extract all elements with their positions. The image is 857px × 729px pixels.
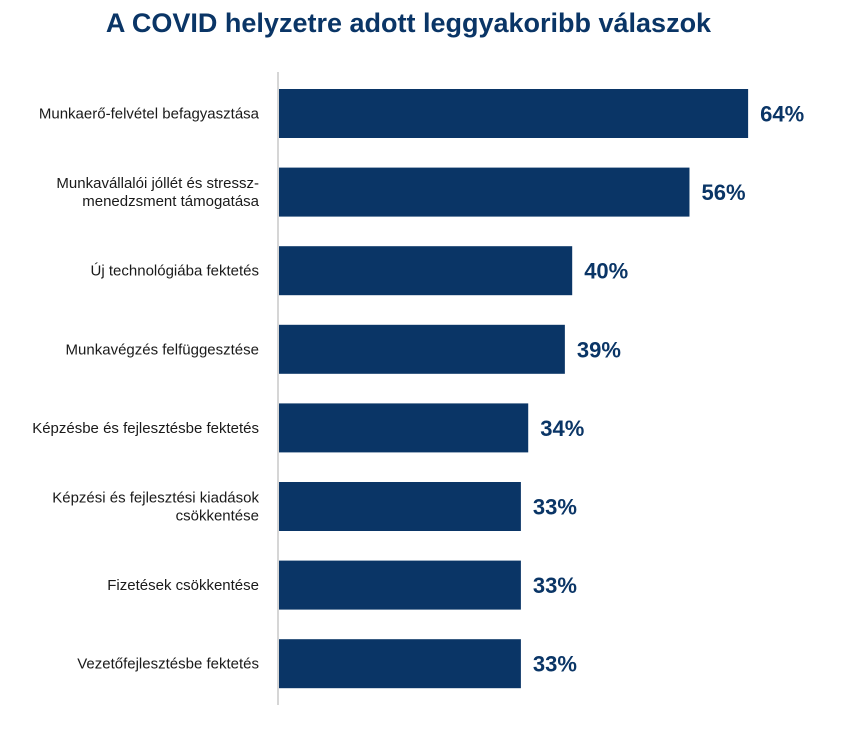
bars-group: 64% Munkaerő-felvétel befagyasztása 56% Mun…	[32, 89, 804, 689]
bar-6	[279, 482, 521, 531]
category-label-5: Képzésbe és fejlesztésbe fektetés	[32, 420, 259, 437]
category-label-1: Munkaerő-felvétel befagyasztása	[39, 106, 260, 123]
category-label-6-line-2: csökkentése	[176, 508, 259, 525]
category-label-3: Új technológiába fektetés	[91, 263, 259, 280]
bar-8	[279, 639, 521, 689]
bar-3	[279, 246, 573, 296]
category-label-6-line-1: Képzési és fejlesztési kiadások	[52, 490, 259, 507]
value-label-2: 56%	[701, 180, 745, 205]
category-label-2-line-1: Munkavállalói jóllét és stressz-	[56, 175, 259, 192]
value-label-5: 34%	[540, 416, 584, 441]
category-label-4: Munkavégzés felfüggesztése	[66, 341, 259, 358]
chart-title: A COVID helyzetre adott leggyakoribb vál…	[105, 8, 712, 38]
value-label-8: 33%	[533, 652, 577, 677]
bar-2	[279, 167, 690, 217]
value-label-4: 39%	[577, 337, 621, 362]
value-label-1: 64%	[760, 102, 804, 127]
value-label-3: 40%	[584, 259, 628, 284]
bar-4	[279, 324, 565, 374]
bar-5	[279, 403, 529, 453]
value-label-6: 33%	[533, 495, 577, 520]
category-label-2-line-2: menedzsment támogatása	[82, 193, 259, 210]
bar-7	[279, 560, 521, 610]
bar-1	[279, 89, 749, 138]
category-label-7: Fizetések csökkentése	[107, 577, 259, 594]
value-label-7: 33%	[533, 573, 577, 598]
category-label-8: Vezetőfejlesztésbe fektetés	[77, 656, 259, 673]
